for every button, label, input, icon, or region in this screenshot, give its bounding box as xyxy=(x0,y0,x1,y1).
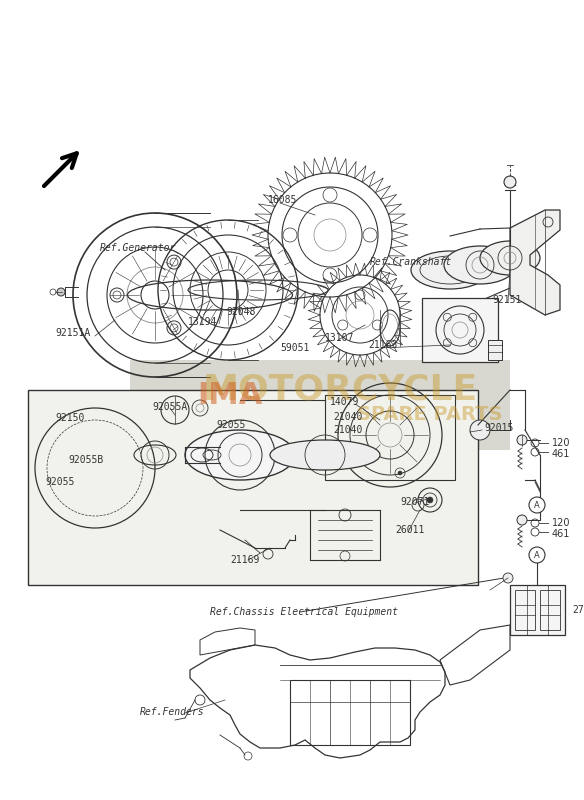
Text: 92048: 92048 xyxy=(226,307,255,317)
Text: A: A xyxy=(534,550,540,559)
Text: 16085: 16085 xyxy=(268,195,297,205)
Text: Ref.Crankshaft: Ref.Crankshaft xyxy=(370,257,452,267)
Text: SPARE PARTS: SPARE PARTS xyxy=(357,406,503,425)
Bar xyxy=(515,590,535,630)
Circle shape xyxy=(517,435,527,445)
Text: 21040: 21040 xyxy=(333,425,363,435)
Bar xyxy=(325,395,455,480)
Text: 21169: 21169 xyxy=(230,555,259,565)
Bar xyxy=(540,590,560,630)
Text: 461: 461 xyxy=(552,449,571,459)
Circle shape xyxy=(517,515,527,525)
Circle shape xyxy=(57,288,65,296)
Text: 26011: 26011 xyxy=(395,525,425,535)
Text: IMA: IMA xyxy=(197,381,263,410)
Text: 13107: 13107 xyxy=(325,333,354,343)
Ellipse shape xyxy=(185,430,295,480)
Text: 92055A: 92055A xyxy=(152,402,187,412)
Text: 92151: 92151 xyxy=(492,295,522,305)
Bar xyxy=(510,585,565,635)
Text: 92071: 92071 xyxy=(400,497,429,507)
Text: A: A xyxy=(534,501,540,510)
Ellipse shape xyxy=(480,241,540,275)
Text: Ref.Chassis Electrical Equipment: Ref.Chassis Electrical Equipment xyxy=(210,607,398,617)
Bar xyxy=(130,360,510,450)
Text: 461: 461 xyxy=(552,529,571,539)
Circle shape xyxy=(529,547,545,563)
Text: 120: 120 xyxy=(552,438,571,448)
Text: Ref.Generator: Ref.Generator xyxy=(100,243,176,253)
Text: 14079: 14079 xyxy=(330,397,359,407)
Text: 92015: 92015 xyxy=(484,423,513,433)
Text: 13194: 13194 xyxy=(188,317,217,327)
Text: 120: 120 xyxy=(552,518,571,528)
Text: 27010: 27010 xyxy=(572,605,584,615)
Text: Ref.Fenders: Ref.Fenders xyxy=(140,707,204,717)
Ellipse shape xyxy=(444,246,516,284)
Polygon shape xyxy=(510,210,560,315)
Text: 21163: 21163 xyxy=(368,340,397,350)
Ellipse shape xyxy=(270,440,380,470)
Circle shape xyxy=(504,176,516,188)
Circle shape xyxy=(503,573,513,583)
Text: MOTORCYCLE: MOTORCYCLE xyxy=(203,373,478,407)
Text: 92150: 92150 xyxy=(55,413,84,423)
Text: 59051: 59051 xyxy=(280,343,310,353)
Text: 92151A: 92151A xyxy=(55,328,91,338)
Bar xyxy=(28,390,478,585)
Ellipse shape xyxy=(411,251,489,289)
Circle shape xyxy=(398,471,402,475)
Bar xyxy=(488,340,502,360)
Bar xyxy=(290,680,410,745)
Text: 92055: 92055 xyxy=(45,477,74,487)
Text: 92055: 92055 xyxy=(216,420,245,430)
Text: 92055B: 92055B xyxy=(68,455,103,465)
Circle shape xyxy=(427,497,433,503)
Circle shape xyxy=(470,420,490,440)
Text: 21040: 21040 xyxy=(333,412,363,422)
Circle shape xyxy=(529,497,545,513)
Bar xyxy=(422,298,498,362)
